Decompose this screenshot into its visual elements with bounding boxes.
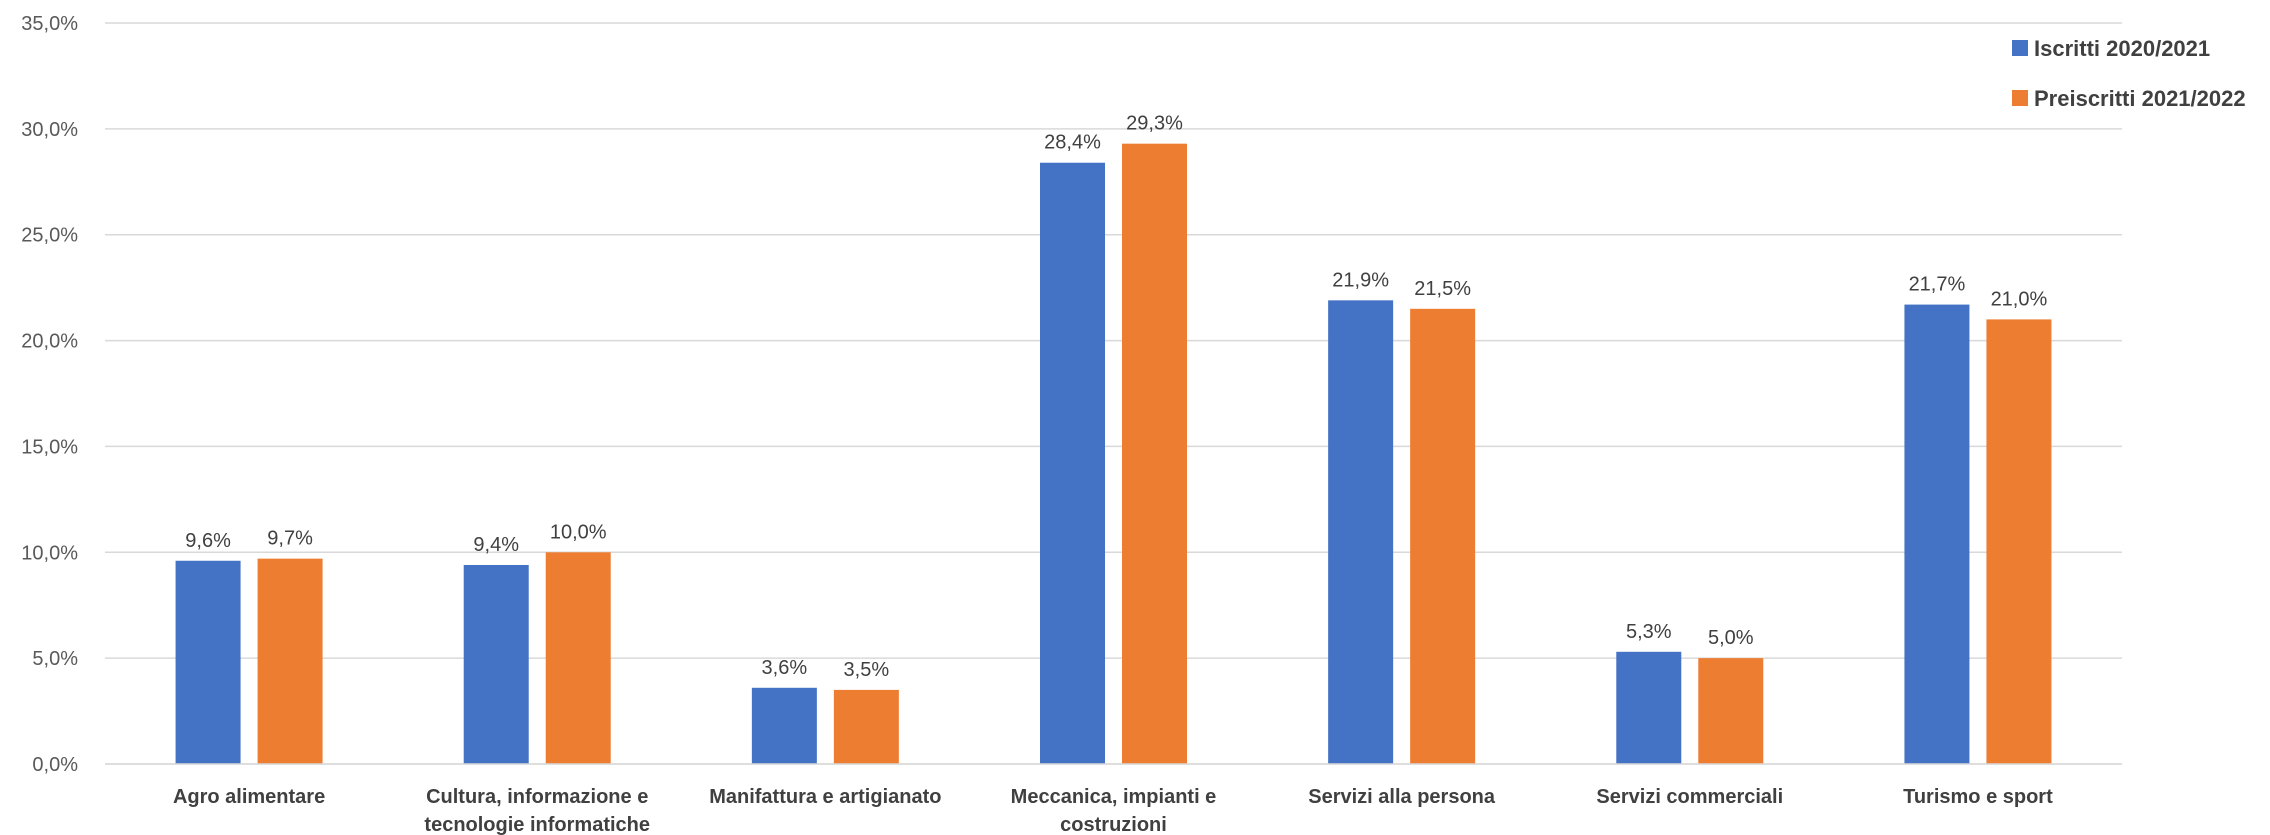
- bar: [1698, 658, 1764, 764]
- y-tick-label: 20,0%: [21, 331, 78, 353]
- data-label: 5,3%: [1626, 621, 1672, 643]
- category-label: Manifattura e artigianato: [709, 786, 941, 808]
- y-tick-label: 25,0%: [21, 225, 78, 247]
- legend-label: Preiscritti 2021/2022: [2034, 86, 2246, 111]
- data-label: 21,5%: [1414, 278, 1471, 300]
- bar: [751, 687, 817, 764]
- category-label: costruzioni: [1060, 814, 1167, 835]
- y-tick-label: 5,0%: [32, 648, 78, 670]
- category-label: Cultura, informazione e: [426, 786, 648, 808]
- data-labels: 9,6% 9,7% 9,4% 10,0% 3,6% 3,5% 28,4% 29,3% 21,9%…: [185, 113, 2047, 681]
- bar: [175, 560, 241, 764]
- bar: [257, 558, 323, 764]
- category-label: Servizi alla persona: [1308, 786, 1496, 808]
- data-label: 9,4%: [473, 534, 519, 556]
- y-tick-label: 0,0%: [32, 754, 78, 776]
- y-tick-label: 10,0%: [21, 542, 78, 564]
- legend: Iscritti 2020/2021 Preiscritti 2021/2022: [2012, 36, 2246, 111]
- bar: [1410, 308, 1476, 764]
- bar: [1122, 143, 1187, 765]
- category-label: tecnologie informatiche: [424, 814, 650, 835]
- data-label: 29,3%: [1126, 113, 1183, 135]
- y-tick-label: 15,0%: [21, 436, 78, 458]
- data-label: 21,7%: [1909, 274, 1966, 296]
- category-label: Agro alimentare: [173, 786, 325, 808]
- y-tick-label: 35,0%: [21, 13, 78, 35]
- bar: [463, 564, 529, 764]
- bar: [1328, 300, 1394, 764]
- legend-label: Iscritti 2020/2021: [2034, 36, 2210, 61]
- data-label: 28,4%: [1044, 132, 1101, 154]
- category-label: Servizi commerciali: [1596, 786, 1783, 808]
- data-label: 3,5%: [844, 659, 890, 681]
- y-axis: 0,0% 5,0% 10,0% 15,0% 20,0% 25,0% 30,0% 35,0%: [21, 13, 78, 776]
- bars: [175, 143, 2052, 765]
- bar: [1616, 651, 1682, 764]
- data-label: 21,0%: [1991, 288, 2048, 310]
- category-label: Meccanica, impianti e: [1011, 786, 1217, 808]
- bar: [1986, 319, 2052, 764]
- data-label: 5,0%: [1708, 627, 1754, 649]
- gridlines: [105, 22, 2122, 765]
- data-label: 9,7%: [267, 528, 313, 550]
- legend-swatch: [2012, 40, 2028, 56]
- x-axis: Agro alimentare Cultura, informazione e te…: [105, 763, 2122, 835]
- data-label: 21,9%: [1332, 269, 1389, 291]
- data-label: 3,6%: [762, 657, 808, 679]
- y-tick-label: 30,0%: [21, 119, 78, 141]
- data-label: 10,0%: [550, 521, 607, 543]
- bar: [1904, 304, 1970, 764]
- legend-swatch: [2012, 90, 2028, 106]
- bar: [833, 689, 899, 764]
- category-label: Turismo e sport: [1903, 786, 2053, 808]
- bar: [1040, 162, 1105, 764]
- bar: [545, 552, 611, 764]
- data-label: 9,6%: [185, 530, 231, 552]
